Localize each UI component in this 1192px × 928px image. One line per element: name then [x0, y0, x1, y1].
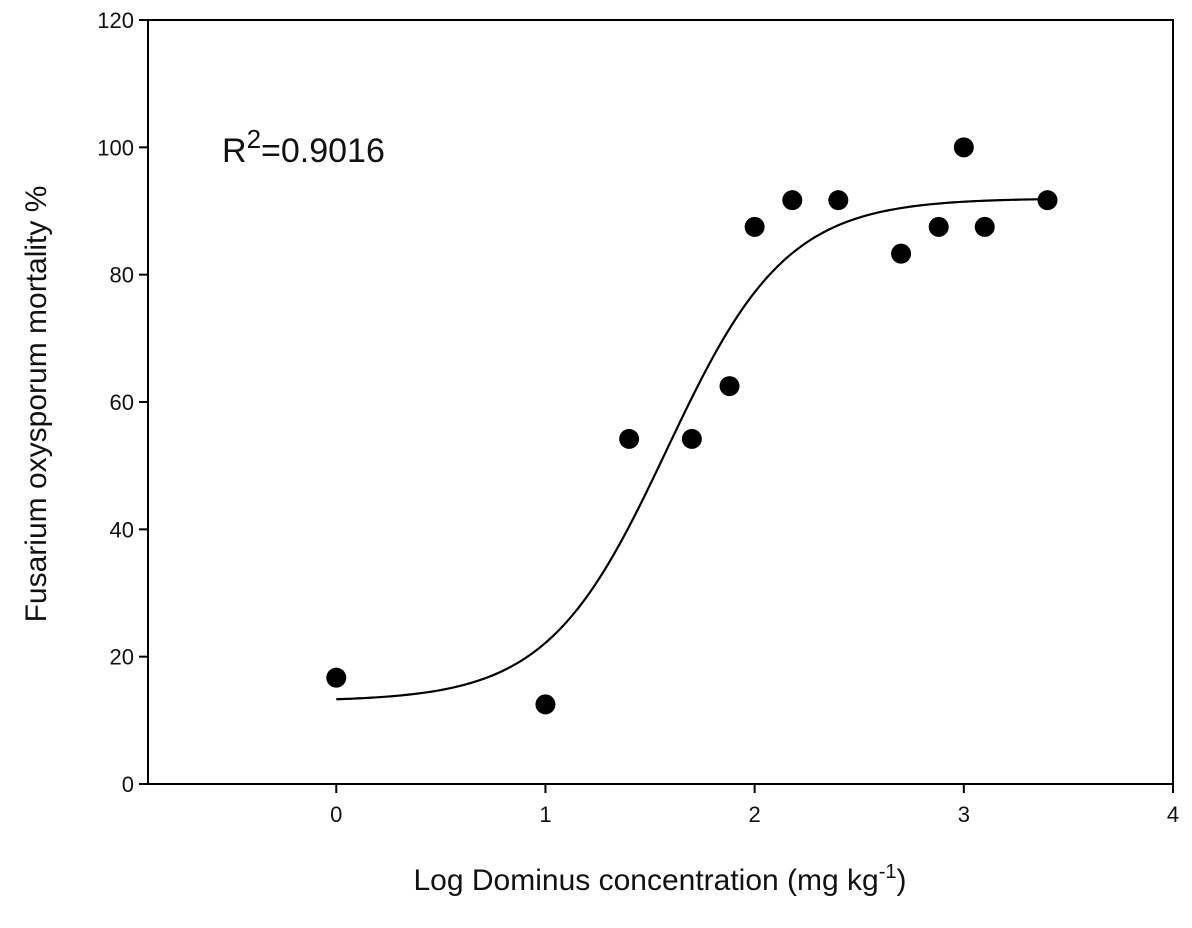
- y-tick-label: 40: [110, 517, 134, 542]
- data-point: [782, 190, 803, 211]
- x-axis-title: Log Dominus concentration (mg kg-1): [413, 861, 906, 897]
- data-point: [1037, 190, 1058, 211]
- y-tick-label: 60: [110, 390, 134, 415]
- r-squared-annotation: R2=0.9016: [222, 124, 385, 170]
- x-tick-label: 0: [330, 802, 342, 827]
- y-axis-title: Fusarium oxysporum mortality %: [20, 186, 53, 623]
- y-tick-label: 0: [122, 772, 134, 797]
- data-point: [953, 137, 974, 158]
- data-point: [719, 376, 740, 397]
- axes: 0 20 40 60 80 100 120 0 1 2 3 4: [97, 8, 1179, 827]
- x-tick-label: 2: [749, 802, 761, 827]
- y-tick-label: 20: [110, 645, 134, 670]
- data-point: [744, 216, 765, 237]
- data-point: [619, 428, 640, 449]
- points-layer: [326, 137, 1058, 715]
- x-tick-label: 1: [539, 802, 551, 827]
- data-point: [681, 428, 702, 449]
- x-tick-label: 4: [1167, 802, 1179, 827]
- fit-curve-layer: [336, 198, 1048, 701]
- data-point: [326, 667, 347, 688]
- data-point: [828, 190, 849, 211]
- data-point: [891, 243, 912, 264]
- x-tick-label: 3: [958, 802, 970, 827]
- y-tick-label: 120: [97, 8, 134, 33]
- data-point: [974, 216, 995, 237]
- fit-curve: [336, 198, 1048, 701]
- data-point: [928, 216, 949, 237]
- y-tick-label: 100: [97, 135, 134, 160]
- data-point: [535, 694, 556, 715]
- y-tick-label: 80: [110, 263, 134, 288]
